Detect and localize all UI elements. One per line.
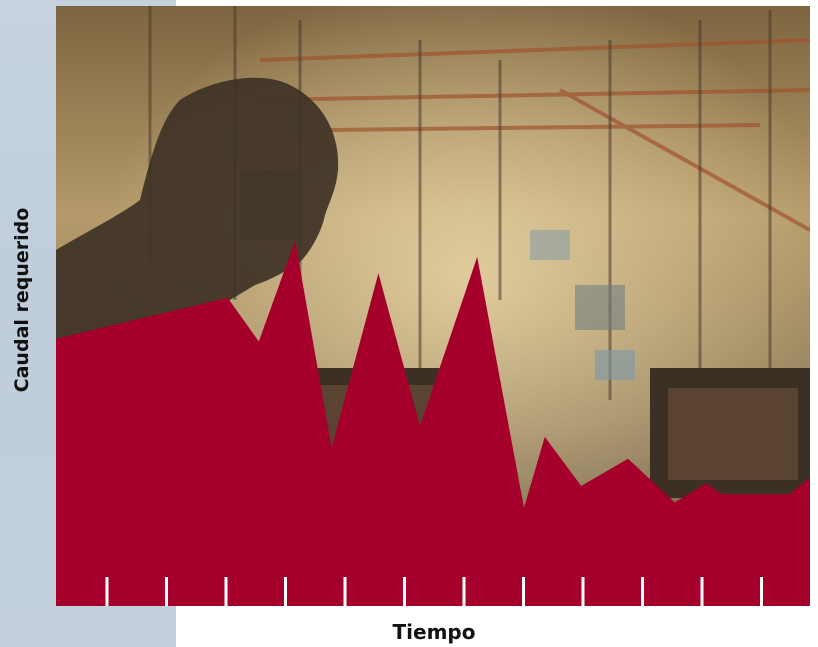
area-series	[56, 240, 810, 606]
factory-background-photo	[56, 6, 810, 606]
x-axis-label: Tiempo	[392, 620, 476, 644]
y-axis-label: Caudal requerido	[11, 207, 33, 393]
